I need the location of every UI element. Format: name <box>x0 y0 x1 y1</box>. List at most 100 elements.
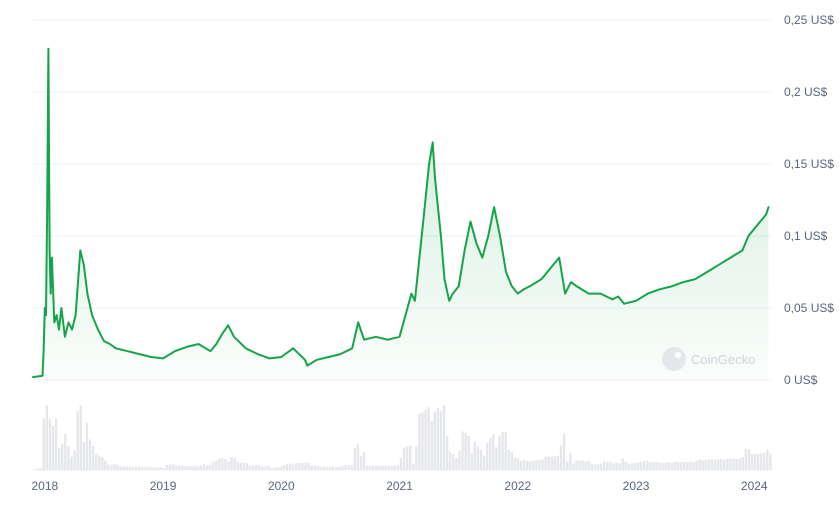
volume-bar <box>513 457 517 470</box>
volume-bar <box>338 466 341 470</box>
volume-bar <box>593 464 597 470</box>
volume-bar <box>590 463 594 470</box>
volume-bar <box>399 457 403 470</box>
volume-bar <box>489 437 492 470</box>
volume-bar <box>424 409 427 470</box>
volume-bar <box>264 466 267 470</box>
watermark-text: CoinGecko <box>691 352 755 367</box>
volume-bar <box>171 464 175 470</box>
volume-bar <box>325 467 329 470</box>
volume-bar <box>313 465 316 470</box>
volume-bar <box>461 431 464 470</box>
volume-bar <box>698 459 701 470</box>
volume-bar <box>193 465 196 470</box>
volume-bar <box>221 458 224 470</box>
x-tick-label: 2020 <box>268 479 295 493</box>
volume-bar <box>769 453 772 470</box>
volume-bar <box>683 461 686 470</box>
volume-bar <box>643 461 646 470</box>
volume-bar <box>368 465 372 470</box>
volume-bar <box>39 468 42 470</box>
y-tick-label: 0,25 US$ <box>784 13 834 27</box>
volume-bar <box>128 466 132 470</box>
volume-bar <box>88 439 92 470</box>
volume-bar <box>245 463 249 470</box>
volume-bar <box>566 461 569 470</box>
volume-bar <box>205 465 209 470</box>
volume-bar <box>187 466 190 470</box>
volume-bar <box>547 456 550 470</box>
volume-bar <box>165 465 169 470</box>
volume-bar <box>760 453 763 470</box>
volume-bar <box>532 460 535 470</box>
volume-bar <box>716 459 720 470</box>
volume-bar <box>679 462 683 470</box>
volume-bar <box>442 405 446 470</box>
volume-bar <box>658 462 661 470</box>
volume-bar <box>719 458 723 470</box>
volume-bar <box>445 436 449 470</box>
volume-bar <box>569 453 572 470</box>
volume-bar <box>664 462 667 470</box>
volume-bar <box>255 465 258 470</box>
volume-bar <box>747 449 751 470</box>
volume-bar <box>319 466 323 470</box>
volume-bar <box>48 418 52 470</box>
volume-bar <box>485 442 489 470</box>
volume-bar <box>301 462 304 470</box>
volume-bar <box>119 466 122 470</box>
volume-bar <box>689 461 692 470</box>
volume-bar <box>646 460 649 470</box>
volume-bar <box>627 463 631 470</box>
volume-bar <box>667 462 671 470</box>
volume-bar <box>378 466 381 470</box>
volume-bar <box>550 456 554 470</box>
volume-bar <box>476 446 480 470</box>
volume-bar <box>507 449 510 470</box>
volume-bar <box>430 421 433 470</box>
volume-bar <box>261 466 264 470</box>
volume-bar <box>655 461 658 470</box>
y-axis-ticks: 0,25 US$ 0,2 US$ 0,15 US$ 0,1 US$ 0,05 US$ 0 … <box>784 13 834 387</box>
volume-bar <box>104 460 107 470</box>
volume-bar <box>190 466 193 470</box>
volume-bar <box>701 460 704 470</box>
volume-bar <box>73 450 76 470</box>
volume-bar <box>138 466 141 470</box>
volume-bar <box>350 465 353 470</box>
volume-bar <box>273 467 276 470</box>
grid-lines <box>33 19 772 471</box>
volume-bar <box>362 452 366 470</box>
volume-bar <box>144 466 147 470</box>
volume-bar <box>381 465 384 470</box>
volume-bar <box>458 450 461 470</box>
volume-bar <box>615 462 618 470</box>
volume-bar <box>54 418 58 470</box>
volume-bar <box>353 448 356 470</box>
volume-bar <box>242 462 246 470</box>
volume-bar <box>467 435 470 470</box>
volume-bar <box>670 462 674 470</box>
volume-bar <box>98 455 101 470</box>
volume-bar <box>91 445 95 470</box>
volume-bar <box>455 458 458 470</box>
volume-bar <box>704 459 707 470</box>
price-area <box>33 48 769 381</box>
volume-bar <box>218 458 221 470</box>
volume-bar <box>270 468 273 470</box>
volume-bar <box>510 451 514 470</box>
volume-bar <box>208 464 212 470</box>
volume-bar <box>288 463 292 470</box>
volume-bar <box>599 463 603 470</box>
volume-bar <box>596 464 600 470</box>
volume-bar <box>479 449 483 470</box>
y-tick-label: 0 US$ <box>784 373 818 387</box>
volume-bar <box>267 466 270 470</box>
volume-bar <box>159 467 162 470</box>
volume-bar <box>412 463 415 470</box>
volume-bar <box>202 464 206 470</box>
volume-bar <box>356 444 360 470</box>
volume-bar <box>162 468 166 470</box>
volume-bar <box>285 464 289 470</box>
